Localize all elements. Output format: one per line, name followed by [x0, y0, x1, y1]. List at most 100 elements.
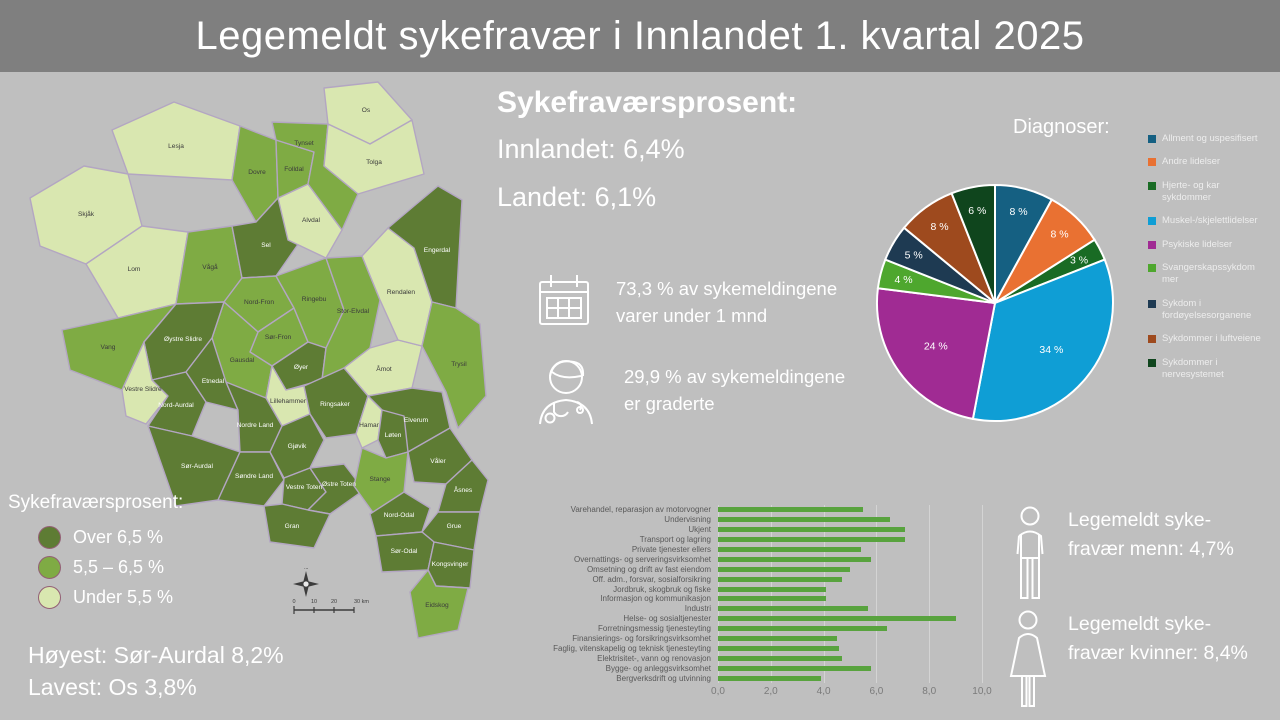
doctor-icon — [539, 360, 593, 425]
bar-row: Overnattings- og serveringsvirksomhet — [497, 554, 989, 564]
bar-track — [718, 634, 982, 644]
bar-category-label: Off. adm., forsvar, sosialforsikring — [592, 574, 711, 584]
map-legend-item: Under 5,5 % — [38, 586, 183, 609]
bar-row: Ukjent — [497, 525, 989, 535]
bar — [718, 566, 850, 572]
pie-legend-item: Svangerskapssykdommer — [1148, 262, 1266, 287]
svg-text:N: N — [304, 568, 308, 571]
legend-label: Sykdommer i nervesystemet — [1162, 356, 1224, 381]
municipality-engerdal — [387, 185, 463, 309]
page-title: Legemeldt sykefravær i Innlandet 1. kvar… — [195, 13, 1085, 58]
municipality-label: Nord-Odal — [384, 512, 415, 519]
scale-bar: 0 10 20 30 km — [292, 599, 369, 614]
municipality-label: Vestre Slidre — [124, 386, 162, 393]
bar-category-label: Bygge- og anleggsvirksomhet — [605, 663, 711, 673]
municipality-loten — [377, 409, 409, 459]
bar-row: Omsetning og drift av fast eiendom — [497, 564, 989, 574]
bar-track — [718, 574, 982, 584]
municipality-label: Østre Toten — [322, 481, 356, 488]
municipality-label: Sør-Fron — [265, 334, 292, 341]
municipality-asnes — [437, 459, 489, 513]
legend-swatch — [1148, 240, 1156, 249]
legend-label: Sykdom i fordøyelsesorganene — [1162, 297, 1252, 322]
municipality-label: Åmot — [376, 364, 392, 373]
municipality-label: Søndre Land — [235, 473, 273, 480]
bar-row: Informasjon og kommunikasjon — [497, 594, 989, 604]
pie-legend: Allment og uspesifisert Andre lidelser Hje… — [1148, 133, 1266, 392]
municipality-eidskog — [409, 569, 469, 639]
municipality-label: Tynset — [294, 140, 314, 147]
fact-graded: 29,9 % av sykemeldingene er graderte — [528, 352, 845, 430]
municipality-tolga — [323, 119, 425, 195]
municipality-label: Os — [362, 107, 371, 114]
bar-track — [718, 545, 982, 555]
municipality-label: Gjøvik — [288, 443, 307, 450]
bar — [718, 517, 890, 523]
pie-legend-item: Andre lidelser — [1148, 156, 1266, 168]
pie-data-label: 34 % — [1039, 344, 1063, 356]
bar-track — [718, 554, 982, 564]
bar-track — [718, 663, 982, 673]
bar-track — [718, 564, 982, 574]
legend-swatch — [1148, 264, 1156, 273]
bar — [718, 576, 843, 582]
bar-track — [718, 505, 982, 515]
bar-row: Undervisning — [497, 515, 989, 525]
legend-swatch — [1148, 299, 1156, 308]
map-legend-heading: Sykefraværsprosent: — [8, 492, 184, 513]
municipality-label: Våler — [430, 457, 446, 465]
municipality-label: Lom — [128, 266, 141, 273]
bar-row: Off. adm., forsvar, sosialforsikring — [497, 574, 989, 584]
map-legend-swatch — [38, 526, 61, 549]
x-axis-tick: 10,0 — [972, 686, 992, 698]
pie-data-label: 5 % — [905, 249, 923, 261]
municipality-label: Stange — [370, 476, 391, 483]
municipality-label: Sel — [261, 242, 271, 249]
bar-row: Bergverksdrift og utvinning — [497, 673, 989, 683]
x-axis-tick: 4,0 — [816, 686, 831, 698]
pie-legend-item: Psykiske lidelser — [1148, 239, 1266, 251]
pie-data-label: 8 % — [1009, 206, 1027, 218]
pie-chart-title: Diagnoser: — [1013, 116, 1110, 138]
bar — [718, 645, 840, 651]
x-axis-tick: 6,0 — [869, 686, 884, 698]
legend-swatch — [1148, 358, 1156, 367]
bar-row: Varehandel, reparasjon av motorvogner — [497, 505, 989, 515]
municipality-sondreland — [217, 451, 285, 507]
bar — [718, 635, 837, 641]
pie-legend-item: Muskel-/skjelettlidelser — [1148, 215, 1266, 227]
bar-category-label: Industri — [684, 604, 711, 614]
municipality-label: Ringsaker — [320, 401, 350, 408]
municipality-label: Gausdal — [230, 357, 255, 364]
diagnoses-pie-chart: 8 % 8 % 3 % 34 % 24 % 4 % 5 % 8 % 6 % — [876, 183, 1114, 422]
pie-slice — [971, 258, 1114, 422]
municipality-label: Grue — [447, 523, 462, 530]
pie-legend-item: Hjerte- og kar sykdommer — [1148, 180, 1266, 205]
municipality-label: Folldal — [284, 166, 304, 173]
municipality-label: Elverum — [404, 417, 429, 424]
bar — [718, 546, 861, 552]
municipality-label: Vågå — [202, 263, 218, 271]
municipality-label: Trysil — [451, 361, 467, 368]
municipality-label: Kongsvinger — [432, 561, 469, 568]
bar-track — [718, 673, 982, 683]
municipality-label: Sør-Aurdal — [181, 463, 213, 470]
bar — [718, 556, 872, 562]
legend-swatch — [1148, 158, 1156, 167]
bar — [718, 655, 843, 661]
bar-track — [718, 584, 982, 594]
pie-slice — [950, 183, 996, 304]
note-lowest: Lavest: Os 3,8% — [28, 673, 197, 700]
summary-heading: Sykefraværsprosent: — [497, 86, 798, 119]
municipality-label: Rendalen — [387, 289, 416, 296]
municipality-label: Åsnes — [454, 485, 473, 494]
bar-category-label: Overnattings- og serveringsvirksomhet — [574, 554, 711, 564]
bar-row: Forretningsmessig tjenesteyting — [497, 624, 989, 634]
pie-data-label: 8 % — [930, 221, 948, 233]
municipality-label: Eidskog — [425, 602, 449, 609]
bar — [718, 675, 821, 681]
summary-innlandet: Innlandet: 6,4% — [497, 134, 685, 164]
municipality-nordodal — [369, 491, 431, 537]
municipality-label: Øyer — [294, 364, 309, 371]
